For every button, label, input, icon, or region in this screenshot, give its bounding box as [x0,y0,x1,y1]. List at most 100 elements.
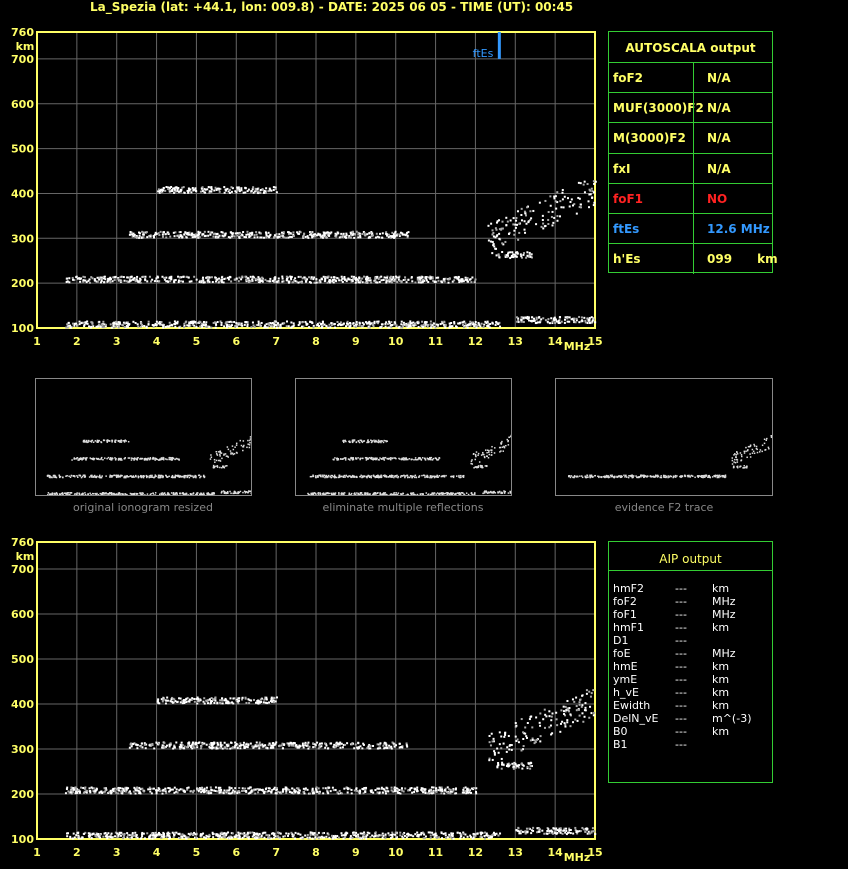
echo-point [272,188,275,191]
echo-point [234,232,237,235]
thumb-echo-point [441,493,444,496]
echo-point [294,831,297,834]
thumb-echo-point [423,474,426,477]
thumb-echo-point [698,475,701,477]
echo-point [334,276,337,279]
echo-point [126,325,129,328]
thumb-echo-point [95,457,98,460]
echo-point [257,324,260,327]
echo-point [583,316,586,319]
echo-point [346,791,349,794]
echo-point [238,835,241,838]
thumb-echo-point [379,492,381,494]
thumb-echo-point [164,458,167,460]
echo-point [209,786,212,789]
echo-point [387,233,390,236]
thumb-echo-point [429,475,432,478]
echo-point [526,315,529,318]
thumb-echo-point [733,465,735,468]
thumb-echo-point [659,476,662,479]
echo-point [225,834,228,837]
echo-point [480,836,483,839]
thumb-echo-point [109,474,111,477]
echo-point [152,835,155,838]
echo-point [216,321,219,324]
thumb-echo-point [314,475,317,477]
echo-point [211,831,214,834]
thumb-echo-point [152,492,154,494]
echo-point [133,786,136,789]
thumb-echo-point [209,494,212,496]
thumb-echo-point [394,457,396,459]
thumb-echo-point [85,458,87,460]
echo-point [319,234,322,237]
thumb-echo-point [69,492,72,494]
thumb-echo-point [431,475,434,478]
echo-point [165,236,168,239]
echo-point [108,791,111,794]
echo-point [91,787,94,790]
thumb-echo-point [114,440,116,442]
echo-point [407,231,410,234]
echo-point [573,321,576,324]
thumb-echo-point [377,439,380,441]
thumb-echo-point [54,476,57,479]
thumb-echo-point [739,452,742,454]
echo-point [496,234,499,237]
echo-point [220,323,223,326]
thumb-echo-point [47,474,50,477]
echo-point [134,831,137,834]
thumb-echo-point [86,441,88,444]
autoscala-value: 12.6 MHz [707,222,770,236]
thumb-echo-point [352,458,354,460]
echo-point [333,278,336,281]
echo-point [524,214,527,217]
thumb-echo-point [353,439,356,441]
thumb-echo-point [371,440,374,442]
echo-point [434,834,437,837]
echo-trace [495,251,533,260]
echo-point [374,280,377,283]
thumb-echo-point [89,492,91,495]
thumb-echo-point [749,444,752,446]
thumb-echo-point [220,452,223,454]
echo-point [331,786,334,789]
echo-point [479,831,482,834]
thumb-echo-point [215,451,218,453]
echo-point [368,326,371,329]
thumb-echo-point [379,440,381,443]
thumb-echo-point [415,476,418,479]
echo-point [181,833,184,836]
echo-point [323,234,326,237]
echo-point [382,278,385,281]
thumb-echo-point [498,446,501,449]
echo-point [476,832,479,835]
echo-point [572,319,575,322]
echo-point [246,230,249,233]
echo-point [168,324,171,327]
thumb-echo-point [124,456,126,459]
echo-point [173,191,176,194]
echo-point [343,277,346,280]
thumb-echo-point [53,476,55,479]
echo-point [355,323,358,326]
echo-point [325,835,328,838]
thumb-echo-point [402,492,405,495]
echo-point [232,789,235,792]
y-tick-label: 200 [11,277,34,290]
echo-point [109,278,112,281]
thumb-echo-point [77,459,79,461]
thumb-echo-point [314,492,317,495]
thumb-echo-point [413,476,416,479]
autoscala-value: NO [707,191,728,206]
thumb-echo-point [94,492,96,495]
thumb-echo-point [734,453,736,455]
thumb-echo-point [382,458,385,460]
echo-point [554,318,557,321]
thumb-echo-point [590,476,593,478]
echo-point [312,278,315,281]
thumb-echo-point [498,490,501,493]
thumb-echo-point [359,439,361,442]
echo-point [490,222,493,225]
echo-point [548,322,551,325]
